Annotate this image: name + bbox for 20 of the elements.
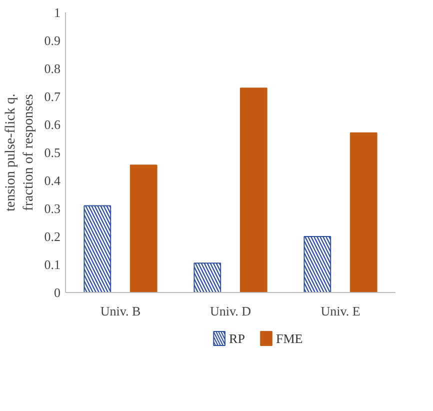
y-tick-label: 0.9 (44, 33, 60, 48)
y-tick-label: 0.1 (44, 257, 60, 272)
y-tick-label: 0.5 (44, 145, 60, 160)
bar (350, 132, 378, 292)
y-tick-label: 0.4 (44, 173, 61, 188)
bar (130, 164, 158, 292)
x-tick-label: Univ. E (320, 304, 360, 318)
y-tick-label: 0.8 (44, 61, 60, 76)
y-tick-label: 1 (54, 5, 60, 20)
y-tick-label: 0.3 (44, 201, 60, 216)
legend-label: RP (229, 331, 245, 346)
y-tick-label: 0.2 (44, 229, 60, 244)
y-axis-title: tension pulse-flick q. fraction of responses (3, 94, 36, 212)
y-tick-label: 0 (54, 285, 60, 300)
x-tick-label: Univ. B (100, 304, 141, 318)
bar (240, 88, 268, 292)
x-tick-label: Univ. D (210, 304, 252, 318)
y-tick-label: 0.6 (44, 117, 61, 132)
y-tick-label: 0.7 (44, 89, 61, 104)
legend-label: FME (276, 331, 303, 346)
